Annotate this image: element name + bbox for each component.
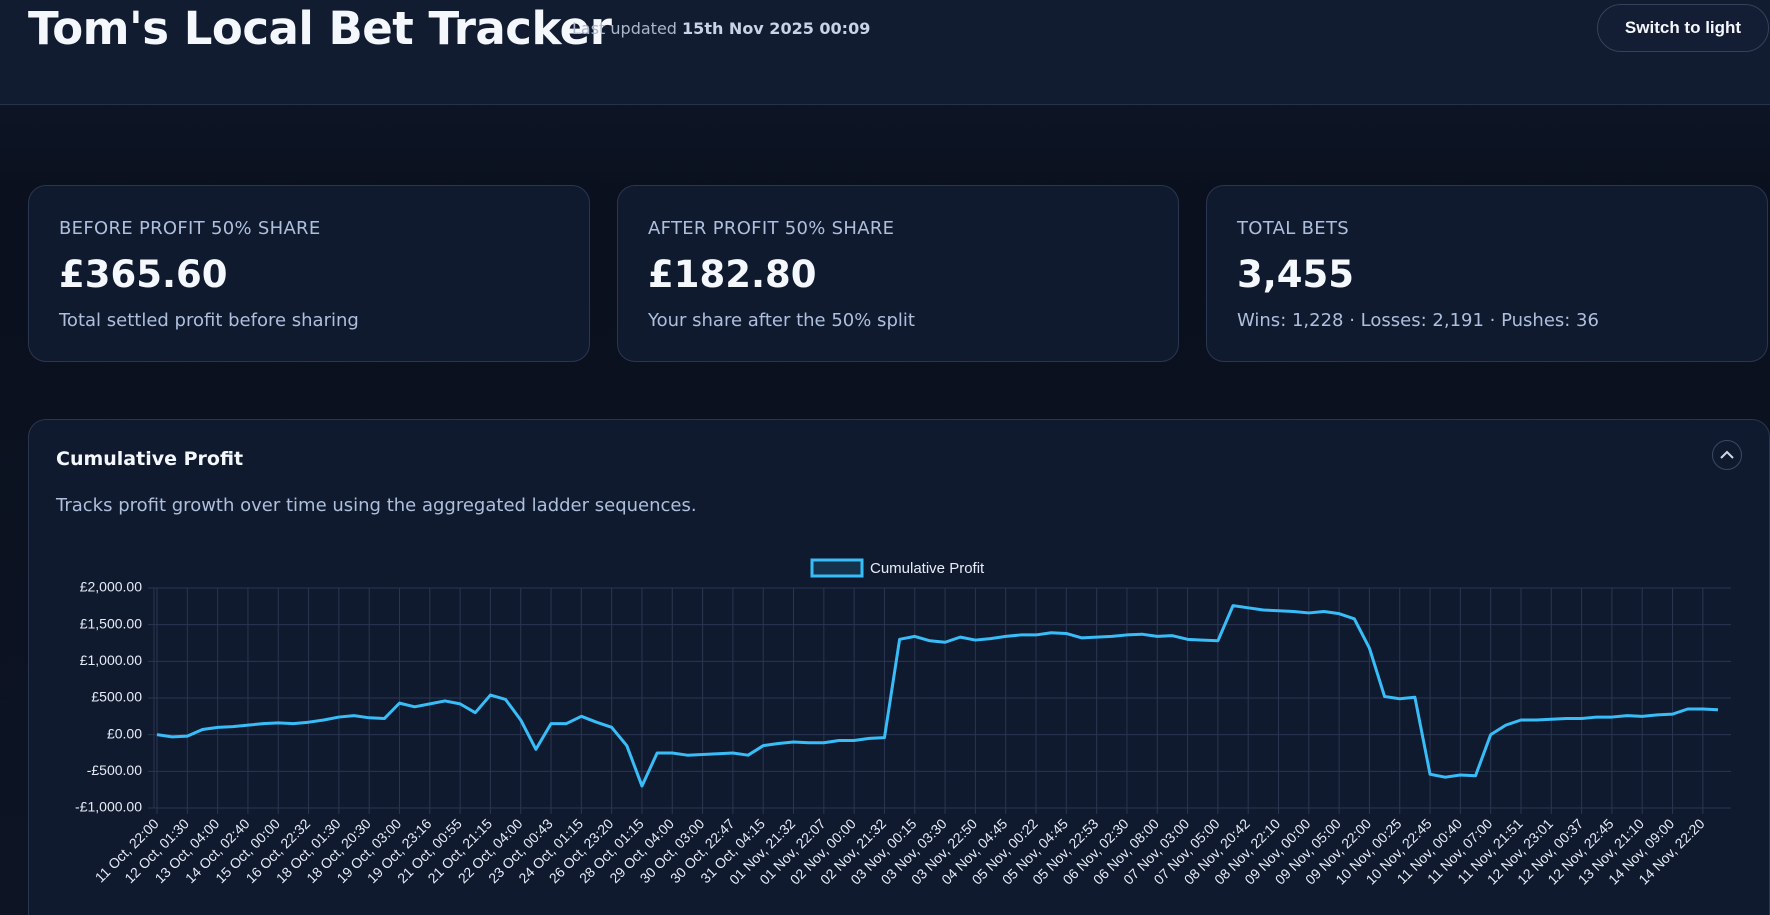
legend-label: Cumulative Profit bbox=[870, 560, 985, 577]
series-line bbox=[156, 604, 1719, 788]
card-label: BEFORE PROFIT 50% SHARE bbox=[59, 218, 321, 239]
y-tick-label: £0.00 bbox=[107, 725, 142, 741]
updated-value: 15th Nov 2025 00:09 bbox=[682, 19, 871, 38]
y-tick-label: -£500.00 bbox=[87, 762, 142, 778]
last-updated: Last updated 15th Nov 2025 00:09 bbox=[572, 19, 870, 38]
legend-swatch bbox=[810, 558, 864, 578]
y-tick-label: £1,000.00 bbox=[80, 652, 142, 668]
y-tick-label: -£1,000.00 bbox=[75, 799, 142, 815]
card: AFTER PROFIT 50% SHARE £182.80 Your shar… bbox=[617, 185, 1179, 362]
card-value: £365.60 bbox=[59, 253, 228, 296]
updated-label: Last updated bbox=[572, 19, 677, 38]
card-note: Wins: 1,228 · Losses: 2,191 · Pushes: 36 bbox=[1237, 310, 1599, 331]
theme-button[interactable]: Switch to light bbox=[1597, 4, 1769, 52]
card-label: TOTAL BETS bbox=[1237, 218, 1349, 239]
y-tick-label: £2,000.00 bbox=[80, 579, 142, 595]
card-note: Total settled profit before sharing bbox=[59, 310, 359, 331]
card: BEFORE PROFIT 50% SHARE £365.60 Total se… bbox=[28, 185, 590, 362]
card-note: Your share after the 50% split bbox=[648, 310, 915, 331]
card: TOTAL BETS 3,455 Wins: 1,228 · Losses: 2… bbox=[1206, 185, 1768, 362]
y-tick-label: £500.00 bbox=[91, 689, 142, 705]
chart-subtitle: Tracks profit growth over time using the… bbox=[56, 495, 697, 516]
app-title: Tom's Local Bet Tracker bbox=[28, 2, 612, 55]
card-value: £182.80 bbox=[648, 253, 817, 296]
card-value: 3,455 bbox=[1237, 253, 1355, 296]
card-label: AFTER PROFIT 50% SHARE bbox=[648, 218, 895, 239]
y-tick-label: £1,500.00 bbox=[80, 615, 142, 631]
chart-title: Cumulative Profit bbox=[56, 448, 244, 470]
collapse-button[interactable] bbox=[1712, 440, 1742, 470]
chart-panel: Cumulative Profit Tracks profit growth o… bbox=[28, 419, 1770, 915]
header: Tom's Local Bet Tracker Last updated 15t… bbox=[0, 0, 1770, 105]
